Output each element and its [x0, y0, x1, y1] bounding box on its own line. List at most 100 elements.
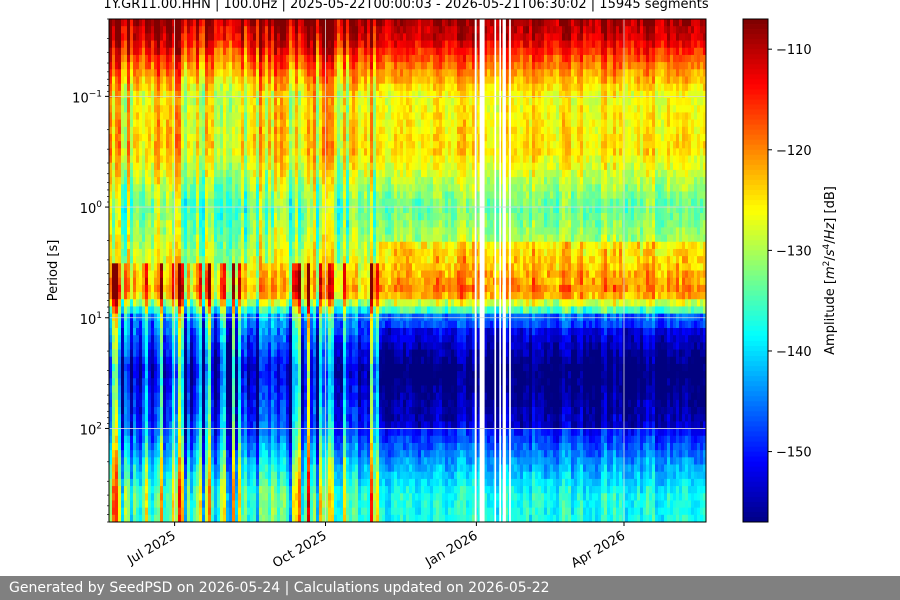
heatmap-cell: [232, 62, 236, 70]
heatmap-cell: [298, 227, 302, 235]
heatmap-cell: [190, 493, 194, 501]
heatmap-cell: [238, 169, 242, 178]
heatmap-cell: [280, 514, 284, 523]
heatmap-cell: [307, 76, 311, 85]
heatmap-cell: [289, 26, 293, 34]
heatmap-cell: [187, 371, 191, 379]
heatmap-cell: [292, 112, 296, 120]
heatmap-cell: [178, 213, 182, 221]
heatmap-cell: [160, 263, 164, 271]
heatmap-cell: [178, 169, 182, 178]
heatmap-cell: [187, 133, 191, 142]
heatmap-cell: [121, 198, 125, 207]
heatmap-cell: [139, 169, 143, 178]
heatmap-cell: [217, 371, 221, 379]
heatmap-cell: [157, 119, 161, 128]
heatmap-cell: [304, 133, 308, 142]
heatmap-cell: [118, 270, 122, 279]
heatmap-cell: [244, 169, 248, 178]
heatmap-cell: [193, 256, 197, 264]
heatmap-cell: [247, 98, 251, 106]
heatmap-cell: [280, 392, 284, 401]
heatmap-cell: [169, 47, 173, 56]
heatmap-cell: [148, 299, 152, 307]
heatmap-cell: [247, 407, 251, 415]
heatmap-cell: [259, 507, 263, 516]
heatmap-cell: [187, 421, 191, 429]
heatmap-cell: [172, 205, 176, 214]
heatmap-cell: [202, 471, 206, 480]
heatmap-cell: [208, 385, 212, 394]
heatmap-cell: [154, 191, 158, 200]
heatmap-cell: [169, 62, 173, 70]
heatmap-cell: [313, 270, 317, 279]
heatmap-cell: [151, 162, 155, 171]
heatmap-cell: [169, 40, 173, 49]
heatmap-cell: [130, 69, 134, 77]
heatmap-cell: [124, 198, 128, 207]
heatmap-cell: [292, 464, 296, 473]
heatmap-cell: [121, 284, 125, 293]
heatmap-cell: [217, 69, 221, 77]
heatmap-cell: [178, 471, 182, 480]
heatmap-cell: [178, 507, 182, 516]
heatmap-cell: [289, 83, 293, 92]
heatmap-cell: [298, 306, 302, 315]
heatmap-cell: [307, 155, 311, 164]
heatmap-cell: [175, 205, 179, 214]
heatmap-cell: [280, 428, 284, 437]
heatmap-cell: [154, 162, 158, 171]
heatmap-cell: [238, 421, 242, 429]
heatmap-cell: [172, 371, 176, 379]
heatmap-cell: [208, 234, 212, 243]
heatmap-cell: [202, 112, 206, 120]
heatmap-cell: [115, 399, 119, 408]
heatmap-cell: [205, 385, 209, 394]
heatmap-cell: [238, 363, 242, 372]
heatmap-cell: [220, 234, 224, 243]
heatmap-cell: [235, 177, 239, 185]
heatmap-cell: [202, 119, 206, 128]
heatmap-cell: [316, 220, 320, 228]
heatmap-cell: [280, 407, 284, 415]
heatmap-cell: [244, 19, 248, 27]
heatmap-cell: [199, 292, 203, 300]
heatmap-cell: [289, 342, 293, 350]
heatmap-cell: [229, 40, 233, 49]
heatmap-cell: [121, 421, 125, 429]
heatmap-cell: [175, 442, 179, 451]
heatmap-cell: [160, 198, 164, 207]
heatmap-cell: [190, 19, 194, 27]
heatmap-cell: [286, 299, 290, 307]
heatmap-cell: [277, 457, 281, 465]
heatmap-cell: [196, 327, 200, 336]
heatmap-cell: [265, 299, 269, 307]
heatmap-cell: [304, 248, 308, 257]
heatmap-cell: [298, 169, 302, 178]
heatmap-cell: [214, 40, 218, 49]
heatmap-cell: [184, 169, 188, 178]
heatmap-cell: [241, 263, 245, 271]
heatmap-cell: [169, 407, 173, 415]
heatmap-cell: [184, 213, 188, 221]
heatmap-cell: [289, 320, 293, 329]
heatmap-cell: [157, 241, 161, 250]
heatmap-cell: [181, 155, 185, 164]
heatmap-cell: [283, 234, 287, 243]
heatmap-cell: [307, 19, 311, 27]
heatmap-cell: [187, 435, 191, 444]
heatmap-cell: [112, 450, 116, 458]
heatmap-cell: [268, 227, 272, 235]
heatmap-cell: [259, 105, 263, 113]
heatmap-cell: [271, 435, 275, 444]
heatmap-cell: [220, 198, 224, 207]
heatmap-cell: [160, 177, 164, 185]
heatmap-cell: [229, 191, 233, 200]
heatmap-cell: [208, 457, 212, 465]
heatmap-cell: [124, 284, 128, 293]
heatmap-cell: [181, 234, 185, 243]
heatmap-cell: [253, 155, 257, 164]
heatmap-cell: [256, 435, 260, 444]
heatmap-cell: [175, 98, 179, 106]
heatmap-cell: [238, 83, 242, 92]
